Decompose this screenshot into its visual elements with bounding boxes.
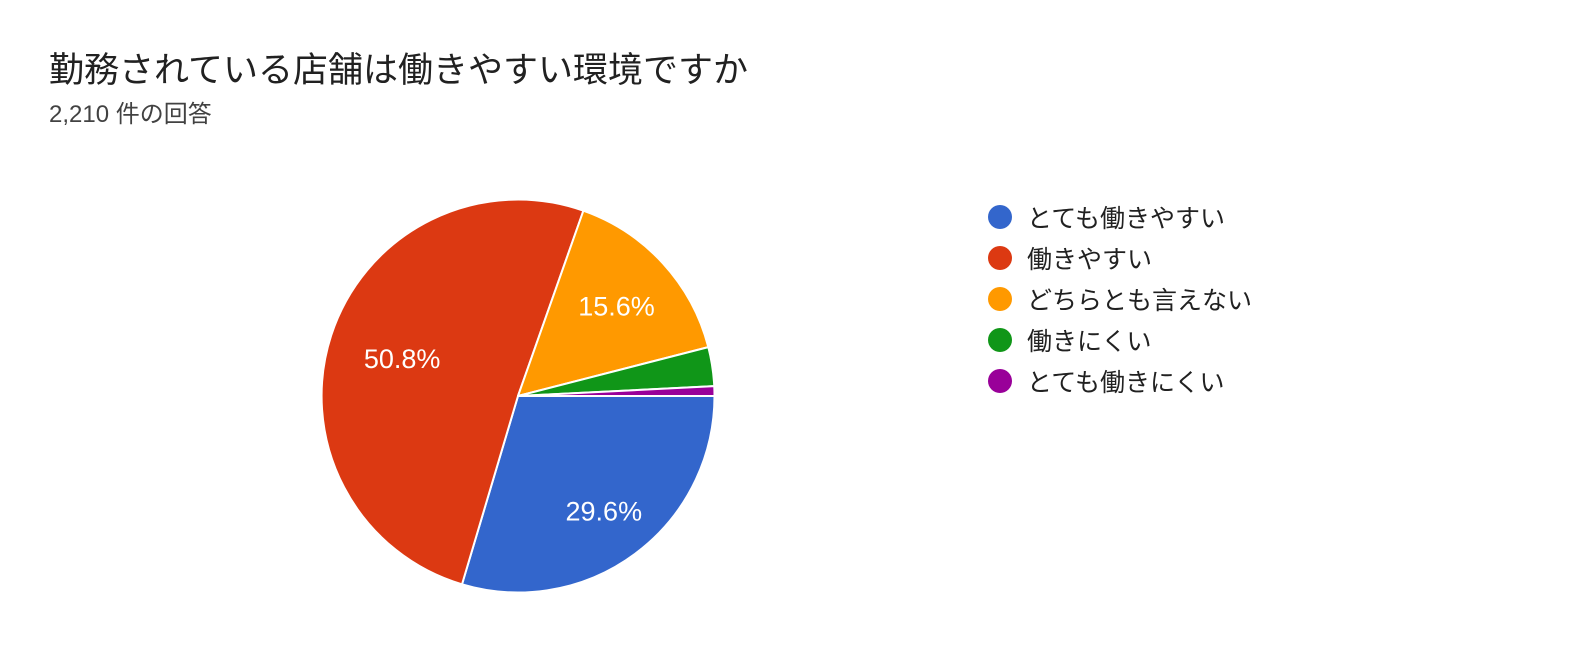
response-count: 2,210 件の回答 <box>49 101 212 128</box>
slice-percentage-label: 15.6% <box>578 291 655 321</box>
chart-legend: とても働きやすい 働きやすい どちらとも言えない 働きにくい とても働きにくい <box>988 196 1252 401</box>
slice-percentage-label: 29.6% <box>566 496 643 526</box>
pie-chart-svg: 29.6% 50.8% 15.6% <box>320 198 716 594</box>
legend-dot-icon <box>988 368 1012 393</box>
legend-item-very-hard-to-work: とても働きにくい <box>988 360 1252 401</box>
legend-item-label: とても働きにくい <box>1027 368 1225 397</box>
legend-dot-icon <box>988 245 1012 270</box>
legend-item-label: とても働きやすい <box>1027 204 1226 233</box>
legend-item-neutral: どちらとも言えない <box>988 278 1252 319</box>
pie-slice-0[interactable] <box>460 395 716 594</box>
pie-slice-1[interactable] <box>320 198 585 586</box>
legend-item-very-easy-to-work: とても働きやすい <box>988 196 1252 237</box>
legend-dot-icon <box>988 327 1012 352</box>
pie-slice-4[interactable] <box>517 385 716 397</box>
legend-dot-icon <box>988 204 1012 229</box>
legend-item-label: 働きにくい <box>1027 327 1152 356</box>
legend-item-label: 働きやすい <box>1027 245 1153 274</box>
legend-item-hard-to-work: 働きにくい <box>988 319 1252 360</box>
pie-slice-2[interactable] <box>517 209 710 397</box>
legend-item-label: どちらとも言えない <box>1027 286 1253 315</box>
legend-dot-icon <box>988 286 1012 311</box>
chart-title: 勤務されている店舗は働きやすい環境ですか <box>49 51 748 90</box>
legend-item-easy-to-work: 働きやすい <box>988 237 1252 278</box>
pie-chart: 29.6% 50.8% 15.6% <box>318 196 718 596</box>
slice-percentage-label: 50.8% <box>364 344 441 374</box>
